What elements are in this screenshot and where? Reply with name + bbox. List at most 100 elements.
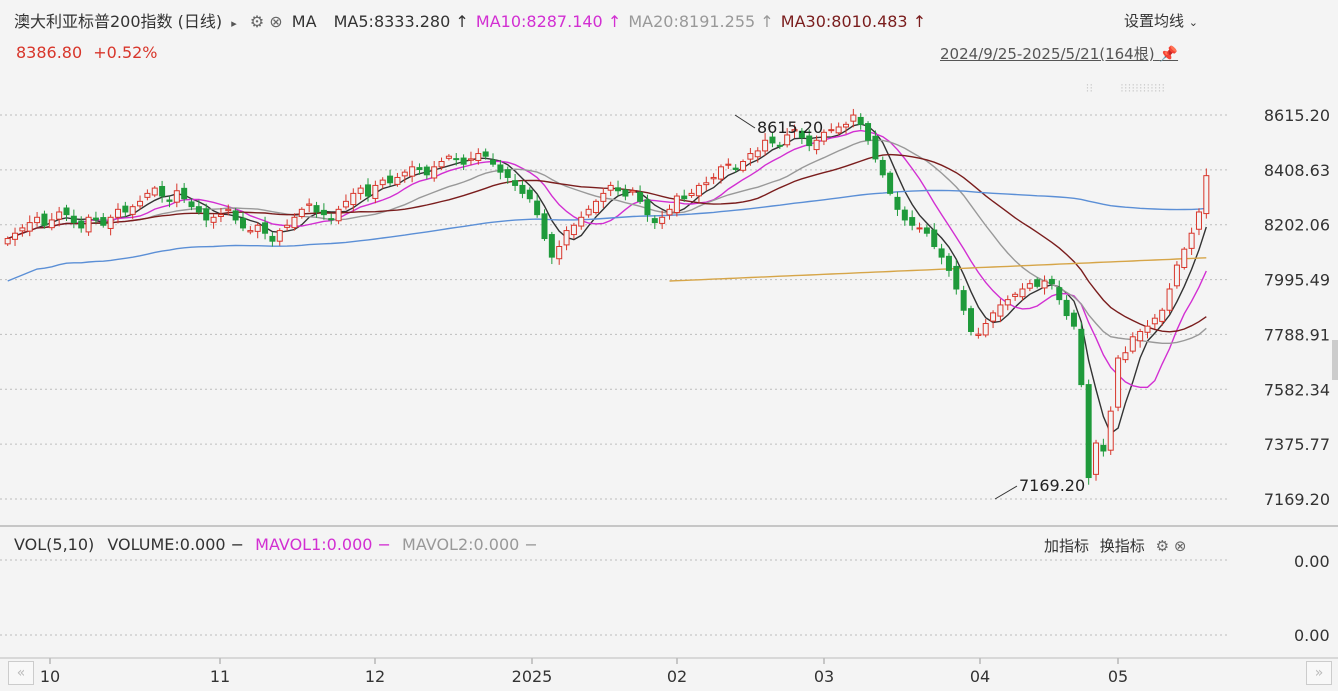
candle-body: [254, 224, 261, 232]
chart-header: 澳大利亚标普200指数 (日线) ▸ ⚙ ⊗ MA MA5:8333.280 ↑…: [14, 8, 926, 32]
y-tick-label: 7169.20: [1264, 490, 1330, 509]
candle-body: [659, 216, 666, 224]
switch-indicator-button[interactable]: 换指标: [1099, 537, 1145, 555]
add-indicator-button[interactable]: 加指标: [1044, 537, 1090, 555]
candle-body: [1181, 248, 1188, 268]
scrollbar-handle[interactable]: [1332, 340, 1338, 380]
candle-body: [151, 187, 158, 196]
gear-icon[interactable]: ⚙: [249, 12, 265, 31]
date-range[interactable]: 2024/9/25-2025/5/21(164根) 📌: [940, 43, 1178, 64]
candle-body: [997, 304, 1004, 317]
candle-body: [534, 200, 541, 216]
settings-ma-link[interactable]: 设置均线 ⌄: [1124, 10, 1198, 31]
candle-body: [320, 209, 327, 216]
candle-body: [144, 192, 151, 198]
y-tick-label: 7995.49: [1264, 271, 1330, 290]
candle-body: [114, 208, 121, 218]
candle-body: [409, 166, 416, 177]
mavol1-value: MAVOL1:0.000: [255, 535, 373, 554]
gear-icon[interactable]: ⚙: [1155, 537, 1170, 555]
candle-body: [1159, 309, 1166, 322]
candle-body: [931, 229, 938, 248]
vol-tick-top: 0.00: [1294, 552, 1330, 571]
date-range-label: 2024/9/25-2025/5/21(164根): [940, 45, 1155, 63]
annotation-arrow: [994, 485, 1018, 500]
candle-body: [1195, 211, 1202, 230]
candle-body: [70, 215, 77, 224]
ma20-value: MA20:8191.255: [628, 12, 756, 31]
candle-body: [894, 196, 901, 210]
candle-body: [975, 333, 982, 336]
candle-body: [923, 227, 930, 234]
candle-body: [416, 167, 423, 170]
candle-body: [1115, 357, 1122, 408]
candle-body: [901, 209, 908, 221]
vol-tick-bottom: 0.00: [1294, 626, 1330, 645]
candle-body: [497, 164, 504, 173]
annotation-label: 8615.20: [757, 118, 823, 137]
candle-body: [512, 180, 519, 186]
candle-body: [460, 157, 467, 165]
candle-body: [423, 166, 430, 176]
candle-body: [12, 232, 19, 240]
vol-label: VOL(5,10): [14, 535, 95, 554]
scroll-right-button[interactable]: »: [1306, 661, 1332, 685]
candle-body: [725, 163, 732, 166]
dash-icon: −: [377, 535, 391, 554]
candle-body: [600, 192, 607, 202]
candle-body: [188, 201, 195, 208]
candle-body: [328, 218, 335, 221]
candle-body: [982, 323, 989, 336]
candle-body: [968, 308, 975, 332]
candle-body: [681, 195, 688, 200]
candle-body: [342, 200, 349, 208]
candle-body: [387, 175, 394, 184]
ma5-value: MA5:8333.280: [333, 12, 451, 31]
candle-body: [570, 224, 577, 236]
candle-body: [372, 184, 379, 199]
x-tick-label: 04: [970, 667, 990, 686]
candle-body: [63, 207, 70, 216]
zoom-icons[interactable]: ⫶⫶ ⫶⫶⫶⫶⫶⫶⫶⫶⫶⫶⫶⫶: [1086, 82, 1166, 95]
candle-body: [887, 172, 894, 194]
candle-body: [820, 131, 827, 142]
ma30-value: MA30:8010.483: [780, 12, 908, 31]
candle-body: [1019, 288, 1026, 298]
y-tick-label: 8202.06: [1264, 216, 1330, 235]
close-icon[interactable]: ⊗: [269, 12, 283, 31]
candle-body: [1188, 232, 1195, 249]
candle-body: [842, 123, 849, 128]
close-icon[interactable]: ⊗: [1173, 537, 1187, 555]
candle-body: [19, 227, 26, 232]
candle-body: [262, 222, 269, 234]
expand-arrow-icon[interactable]: ▸: [231, 17, 237, 30]
up-arrow-icon: ↑: [607, 12, 622, 31]
candle-body: [813, 139, 820, 151]
candle-body: [379, 179, 386, 186]
candle-body: [872, 135, 879, 160]
candle-body: [526, 189, 533, 200]
last-price: 8386.80: [16, 43, 83, 62]
ma-line-ma_yellow: [669, 257, 1207, 282]
ma-line-ma5: [7, 123, 1207, 435]
candle-body: [1056, 287, 1063, 301]
candle-body: [78, 220, 85, 229]
candle-body: [835, 126, 842, 134]
candle-body: [225, 208, 232, 212]
candle-body: [210, 216, 217, 223]
candle-body: [798, 130, 805, 139]
candle-body: [938, 248, 945, 258]
scroll-left-button[interactable]: «: [8, 661, 34, 685]
candle-body: [1203, 175, 1210, 215]
candle-body: [960, 290, 967, 311]
candle-body: [195, 206, 202, 213]
candle-body: [276, 230, 283, 242]
pin-icon[interactable]: 📌: [1159, 45, 1179, 63]
candle-body: [350, 192, 357, 206]
candle-body: [776, 144, 783, 147]
ma-line-ma10: [7, 129, 1207, 388]
candle-body: [1107, 410, 1114, 451]
y-axis-ticks: 8615.20 8408.63 8202.06 7995.49 7788.91 7582.…: [1264, 106, 1330, 509]
candle-body: [740, 161, 747, 171]
